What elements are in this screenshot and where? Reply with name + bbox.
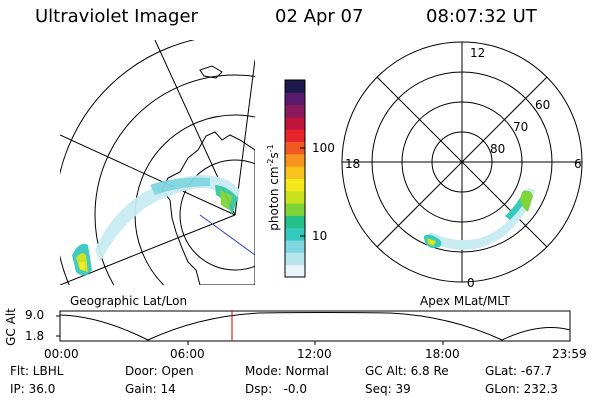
altitude-curve <box>59 312 571 341</box>
altitude-ylabel: GC Alt <box>3 308 18 346</box>
footer-mode: Mode: Normal <box>245 364 329 378</box>
footer-glon: GLon: 232.3 <box>485 382 558 396</box>
colorbar-segment <box>285 215 305 229</box>
colorbar-segment <box>285 227 305 241</box>
colorbar-segment <box>285 153 305 167</box>
mlt-label-6: 6 <box>574 157 582 171</box>
footer-glat: GLat: -67.7 <box>485 364 552 378</box>
footer-ip: IP: 36.0 <box>10 382 56 396</box>
mlt-polar-plot <box>341 41 583 283</box>
colorbar-segment <box>285 129 305 143</box>
time-label: 08:07:32 UT <box>426 6 537 27</box>
colorbar-segment <box>285 116 305 130</box>
altitude-xtick-0: 00:00 <box>44 347 79 361</box>
date-label: 02 Apr 07 <box>275 6 364 27</box>
colorbar-segment <box>285 104 305 118</box>
colorbar-segment <box>285 190 305 204</box>
geo-panel-label: Geographic Lat/Lon <box>70 294 188 308</box>
altitude-xtick-1: 06:00 <box>170 347 205 361</box>
altitude-ytick-low: 1.8 <box>25 329 45 343</box>
colorbar-tick-100: 100 <box>312 141 335 155</box>
colorbar-segment <box>285 252 305 266</box>
colorbar-segment <box>285 92 305 106</box>
mlat-label-60: 60 <box>535 98 551 112</box>
geographic-map <box>60 40 255 285</box>
footer-seq: Seq: 39 <box>365 382 411 396</box>
altitude-xtick-2: 12:00 <box>297 347 332 361</box>
colorbar-tick-10: 10 <box>312 229 328 243</box>
footer-door: Door: Open <box>125 364 194 378</box>
aurora-mlt <box>424 188 535 250</box>
footer-flt: Flt: LBHL <box>10 364 64 378</box>
mlt-label-0: 0 <box>467 276 475 290</box>
mlt-label-12: 12 <box>470 46 486 60</box>
footer-gain: Gain: 14 <box>125 382 176 396</box>
colorbar <box>284 79 306 278</box>
mlt-label-18: 18 <box>345 157 361 171</box>
instrument-title: Ultraviolet Imager <box>35 6 198 27</box>
mlat-label-80: 80 <box>490 142 506 156</box>
colorbar-segment <box>285 264 305 278</box>
mlat-label-70: 70 <box>513 120 529 134</box>
colorbar-segment <box>285 240 305 253</box>
colorbar-segment <box>285 203 305 216</box>
mlt-panel-label: Apex MLat/MLT <box>420 294 510 308</box>
colorbar-segment <box>285 141 305 155</box>
continent-outline <box>161 131 255 285</box>
colorbar-label: photon cm-2s-1 <box>265 144 281 231</box>
footer-dsp: Dsp: -0.0 <box>245 382 308 396</box>
colorbar-segment <box>285 178 305 192</box>
altitude-xtick-4: 23:59 <box>552 347 587 361</box>
altitude-ytick-high: 9.0 <box>25 308 45 322</box>
colorbar-segment <box>285 166 305 179</box>
colorbar-segment <box>285 80 305 93</box>
altitude-xtick-3: 18:00 <box>425 347 460 361</box>
aurora-geo <box>72 174 240 276</box>
footer-gcalt: GC Alt: 6.8 Re <box>365 364 449 378</box>
altitude-plot <box>56 310 571 345</box>
